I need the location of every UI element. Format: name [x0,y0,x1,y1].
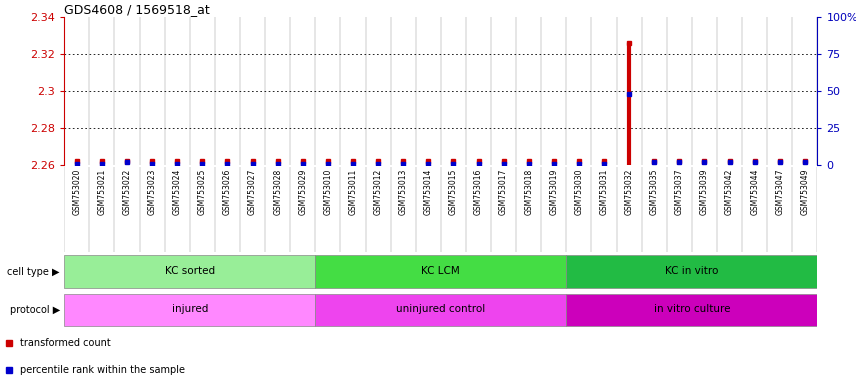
Text: protocol ▶: protocol ▶ [9,305,60,315]
Text: GSM753011: GSM753011 [348,169,358,215]
Text: GSM753031: GSM753031 [599,169,609,215]
Text: GSM753049: GSM753049 [800,169,810,215]
Text: GSM753032: GSM753032 [625,169,633,215]
Text: GSM753027: GSM753027 [248,169,257,215]
Text: percentile rank within the sample: percentile rank within the sample [20,365,185,375]
Bar [567,255,817,288]
Text: in vitro culture: in vitro culture [654,305,730,314]
Text: GSM753042: GSM753042 [725,169,734,215]
Text: GSM753026: GSM753026 [223,169,232,215]
Text: GSM753017: GSM753017 [499,169,508,215]
Bar [64,255,315,288]
Text: GSM753014: GSM753014 [424,169,433,215]
Text: GSM753044: GSM753044 [750,169,759,215]
Text: GSM753010: GSM753010 [324,169,332,215]
Text: GSM753028: GSM753028 [273,169,282,215]
Text: GSM753039: GSM753039 [700,169,709,215]
Text: GSM753047: GSM753047 [776,169,784,215]
Text: KC in vitro: KC in vitro [665,266,719,276]
Text: GSM753020: GSM753020 [72,169,81,215]
Text: GSM753037: GSM753037 [675,169,684,215]
Bar [315,294,567,326]
Text: uninjured control: uninjured control [396,305,485,314]
Text: KC LCM: KC LCM [421,266,461,276]
Text: KC sorted: KC sorted [164,266,215,276]
Text: GSM753024: GSM753024 [173,169,181,215]
Text: GSM753029: GSM753029 [298,169,307,215]
Text: GSM753035: GSM753035 [650,169,659,215]
Text: GSM753022: GSM753022 [122,169,132,215]
Bar [567,294,817,326]
Text: GSM753019: GSM753019 [550,169,558,215]
Bar [315,255,567,288]
Text: cell type ▶: cell type ▶ [8,266,60,277]
Text: GSM753013: GSM753013 [399,169,407,215]
Text: GSM753018: GSM753018 [524,169,533,215]
Text: transformed count: transformed count [20,338,110,348]
Text: GSM753015: GSM753015 [449,169,458,215]
Text: GSM753012: GSM753012 [373,169,383,215]
Text: GSM753030: GSM753030 [574,169,584,215]
Text: injured: injured [171,305,208,314]
Text: GDS4608 / 1569518_at: GDS4608 / 1569518_at [64,3,210,16]
Text: GSM753021: GSM753021 [98,169,106,215]
Text: GSM753023: GSM753023 [147,169,157,215]
Bar [64,294,315,326]
Text: GSM753016: GSM753016 [474,169,483,215]
Text: GSM753025: GSM753025 [198,169,207,215]
